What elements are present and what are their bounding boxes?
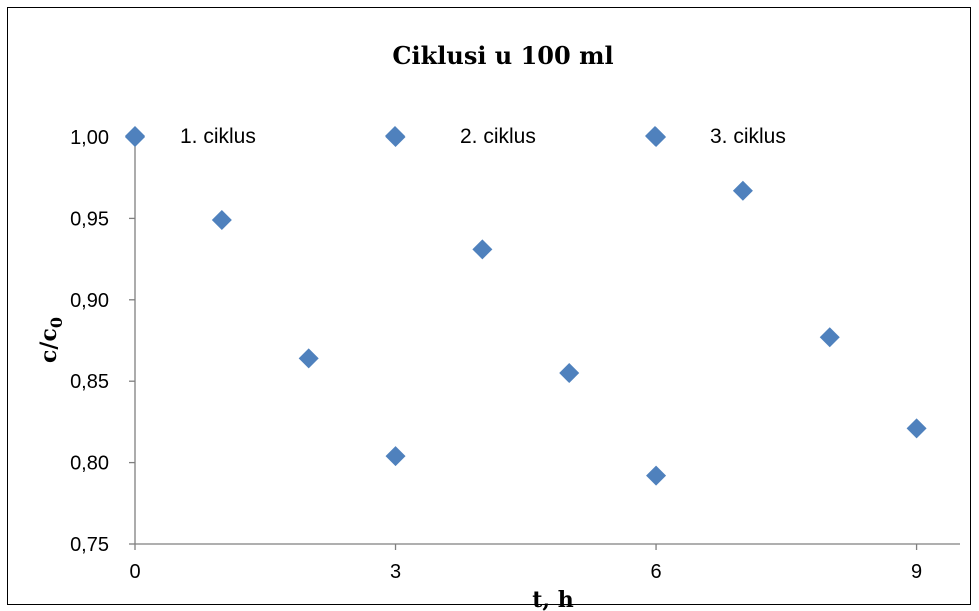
axes xyxy=(129,136,960,550)
data-point-series-2 xyxy=(559,363,580,384)
x-tick-label: 9 xyxy=(911,561,922,583)
y-axis-title: c/c0 xyxy=(36,317,66,363)
data-point-series-3 xyxy=(732,180,753,201)
data-point-series-2 xyxy=(646,465,667,486)
y-tick-labels: 0,75 0,80 0,85 0,90 0,95 1,00 xyxy=(70,127,109,556)
y-axis-title-subscript: 0 xyxy=(47,317,66,328)
data-point-series-1 xyxy=(298,348,319,369)
data-point-series-3 xyxy=(906,418,927,439)
y-tick-label: 0,95 xyxy=(70,208,109,230)
chart-title: Ciklusi u 100 ml xyxy=(392,41,613,70)
x-tick-label: 6 xyxy=(650,561,661,583)
legend: 1. ciklus 2. ciklus 3. ciklus xyxy=(125,125,786,148)
y-tick-label: 0,85 xyxy=(70,371,109,393)
x-axis-title: t, h xyxy=(532,587,573,611)
data-point-series-2 xyxy=(472,239,493,260)
x-tick-labels: 0 3 6 9 xyxy=(129,561,922,583)
legend-label-2: 2. ciklus xyxy=(460,125,536,148)
legend-label-1: 1. ciklus xyxy=(180,125,256,148)
data-points xyxy=(125,127,927,486)
x-tick-label: 3 xyxy=(390,561,401,583)
data-point-series-3 xyxy=(819,327,840,348)
y-tick-label: 0,75 xyxy=(70,534,109,556)
legend-label-3: 3. ciklus xyxy=(710,125,786,148)
y-tick-label: 0,90 xyxy=(70,290,109,312)
legend-marker-2 xyxy=(385,126,405,146)
chart-frame xyxy=(7,7,971,605)
legend-marker-1 xyxy=(125,126,145,146)
legend-marker-3 xyxy=(645,126,665,146)
y-tick-label: 0,80 xyxy=(70,453,109,475)
x-tick-label: 0 xyxy=(129,561,140,583)
y-axis-title-main: c/c xyxy=(36,328,62,363)
data-point-series-1 xyxy=(385,446,406,467)
y-tick-label: 1,00 xyxy=(70,127,109,149)
data-point-series-1 xyxy=(211,210,232,231)
